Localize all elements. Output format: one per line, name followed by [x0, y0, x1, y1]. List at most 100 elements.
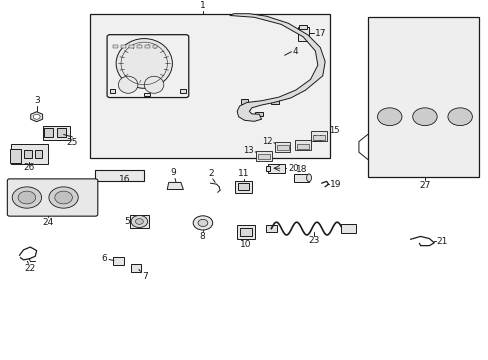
Text: 27: 27	[419, 181, 430, 190]
Bar	[180, 89, 186, 93]
Text: 21: 21	[436, 237, 447, 246]
Text: 6: 6	[102, 254, 107, 263]
Bar	[11, 144, 48, 164]
Circle shape	[49, 187, 78, 208]
Bar	[24, 149, 31, 158]
Bar	[57, 128, 65, 137]
Ellipse shape	[116, 39, 172, 88]
Text: 14: 14	[311, 135, 322, 144]
Text: 26: 26	[23, 163, 35, 172]
Bar	[124, 65, 144, 73]
Bar	[137, 45, 142, 48]
Bar	[236, 225, 255, 239]
Bar	[274, 142, 290, 152]
Text: 20: 20	[288, 164, 298, 173]
Text: 13: 13	[242, 146, 253, 155]
Text: 17: 17	[314, 29, 326, 38]
Bar	[299, 25, 306, 29]
Text: 22: 22	[24, 264, 36, 273]
Bar	[295, 140, 310, 150]
Text: 25: 25	[66, 138, 78, 147]
Ellipse shape	[118, 76, 138, 93]
Bar	[95, 170, 144, 181]
Circle shape	[55, 191, 72, 204]
Text: 7: 7	[142, 272, 147, 281]
Bar	[297, 144, 308, 149]
Bar	[311, 131, 326, 141]
Bar	[369, 68, 443, 102]
Bar	[10, 149, 21, 162]
Bar	[129, 45, 134, 48]
Bar	[40, 191, 53, 204]
Bar	[90, 14, 329, 158]
Bar	[14, 149, 20, 158]
Bar	[265, 166, 270, 171]
Bar	[374, 140, 438, 145]
Text: 3: 3	[34, 96, 40, 105]
Text: 5: 5	[123, 217, 129, 226]
Bar	[258, 154, 269, 159]
Circle shape	[447, 108, 471, 126]
Bar	[374, 148, 438, 153]
Text: 18: 18	[296, 165, 307, 174]
Bar	[374, 125, 438, 130]
Bar	[374, 132, 438, 137]
Bar	[109, 89, 115, 93]
Text: 10: 10	[240, 240, 251, 249]
Text: 23: 23	[307, 237, 319, 246]
Bar	[44, 128, 53, 137]
Bar	[238, 183, 248, 190]
Ellipse shape	[306, 174, 311, 182]
Bar	[255, 112, 263, 116]
Bar	[372, 46, 421, 53]
Bar	[35, 149, 42, 158]
Text: 11: 11	[237, 169, 249, 178]
Text: 8: 8	[199, 232, 204, 241]
Bar	[130, 215, 148, 228]
Text: 12: 12	[262, 137, 272, 146]
Text: 16: 16	[119, 175, 130, 184]
Circle shape	[198, 219, 207, 226]
Bar	[152, 45, 157, 48]
Bar	[372, 33, 421, 40]
Circle shape	[135, 219, 143, 224]
Bar	[372, 58, 421, 65]
Text: 15: 15	[328, 126, 339, 135]
Bar	[43, 126, 70, 140]
Text: 1: 1	[200, 1, 205, 10]
Ellipse shape	[144, 76, 163, 93]
Bar	[121, 45, 126, 48]
Bar	[276, 145, 288, 150]
Polygon shape	[229, 14, 325, 121]
Bar	[294, 174, 308, 182]
Polygon shape	[31, 112, 42, 122]
Bar	[341, 224, 355, 233]
Bar	[235, 181, 251, 193]
Bar	[367, 17, 478, 177]
Circle shape	[412, 108, 436, 126]
Bar	[265, 225, 276, 232]
Bar	[313, 135, 325, 140]
Bar	[240, 228, 251, 237]
Circle shape	[12, 187, 41, 208]
Text: 19: 19	[329, 180, 341, 189]
Bar	[144, 45, 149, 48]
Bar	[240, 99, 248, 104]
Circle shape	[377, 108, 401, 126]
Bar	[267, 164, 284, 173]
Bar	[113, 257, 123, 265]
Bar	[297, 27, 308, 41]
Circle shape	[33, 114, 40, 119]
Text: 2: 2	[208, 169, 214, 178]
Bar	[113, 45, 118, 48]
Circle shape	[193, 216, 212, 230]
Text: 24: 24	[42, 218, 54, 227]
Bar	[256, 151, 271, 161]
Circle shape	[18, 191, 36, 204]
Polygon shape	[167, 183, 183, 189]
Text: 9: 9	[170, 168, 176, 177]
Bar	[143, 93, 149, 96]
FancyBboxPatch shape	[7, 179, 98, 216]
Bar	[130, 265, 141, 272]
Text: 4: 4	[292, 47, 298, 56]
